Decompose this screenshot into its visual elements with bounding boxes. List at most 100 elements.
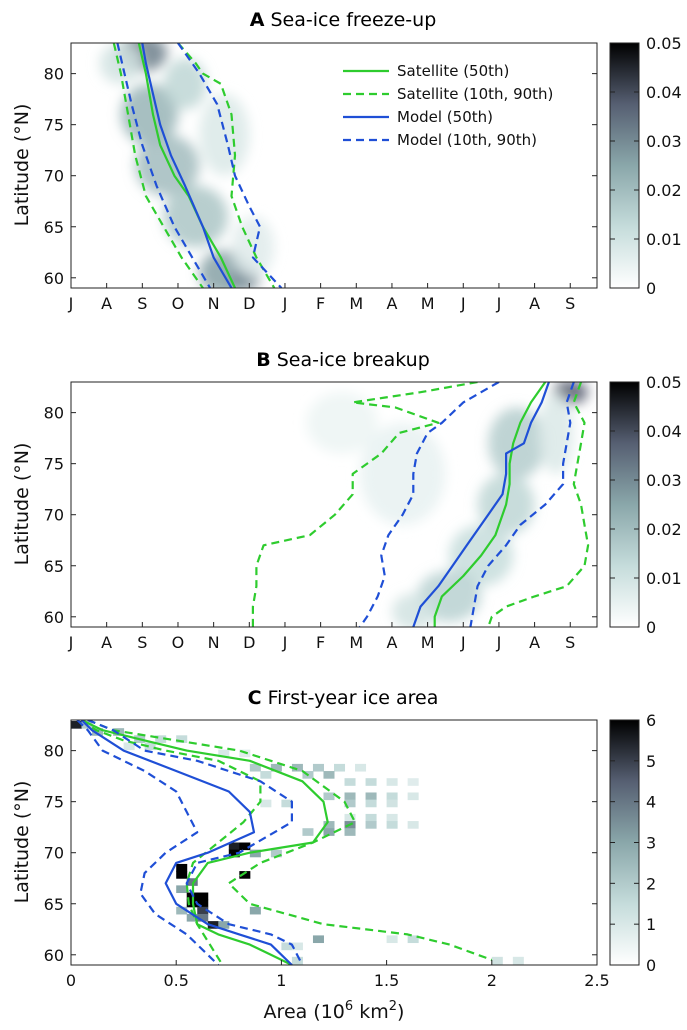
series-line [80, 720, 293, 965]
panel-c-letter: C [248, 687, 262, 709]
legend-label: Satellite (10th, 90th) [397, 85, 553, 103]
density-cell [176, 871, 188, 879]
series-line [112, 43, 204, 288]
series-line [358, 382, 500, 627]
density-cell [71, 721, 83, 729]
density-cell [365, 778, 377, 786]
x-tick-label: J [460, 633, 466, 652]
density-cell [176, 863, 188, 872]
density-cell [365, 821, 377, 829]
x-tick-label: 2 [487, 971, 497, 990]
panel-b-title: B Sea-ice breakup [256, 349, 430, 371]
density-cell [323, 771, 335, 779]
density-cell [491, 956, 503, 965]
colorbar-tick-label: 0 [646, 618, 656, 637]
density-cell [323, 821, 335, 829]
series-line [433, 382, 547, 627]
density-cell [228, 842, 240, 851]
series-line [487, 382, 590, 627]
legend-label: Satellite (50th) [397, 62, 509, 80]
y-tick-label: 65 [44, 895, 64, 914]
density-cell [270, 763, 282, 772]
y-tick-label: 65 [44, 218, 64, 237]
panel-c-title-text: First-year ice area [268, 687, 439, 709]
density-cell [355, 763, 367, 772]
y-tick-label: 75 [44, 793, 64, 812]
x-tick-label: S [137, 294, 147, 313]
x-tick-label: S [565, 633, 575, 652]
y-tick-label: 70 [44, 506, 64, 525]
panel-a-colorbar-ticks: 0 0.01 0.02 0.03 0.04 0.05 [610, 34, 682, 298]
density-cell [323, 792, 335, 801]
x-tick-label: M [349, 294, 363, 313]
x-tick-label: A [529, 294, 540, 313]
x-tick-label: N [208, 633, 220, 652]
panel-c-xlabel: Area (106 km2) [264, 999, 405, 1023]
x-tick-label: A [101, 294, 112, 313]
legend-label: Model (10th, 90th) [397, 131, 537, 149]
density-cell [155, 735, 167, 743]
panel-a-title-text: Sea-ice freeze-up [270, 9, 436, 31]
density-cell [186, 913, 198, 922]
colorbar-tick-label: 3 [646, 834, 656, 853]
density-cell [291, 956, 303, 965]
x-tick-label: 0 [66, 971, 76, 990]
density-cell [334, 763, 346, 772]
xlabel-base: Area (10 [264, 1001, 345, 1023]
panel-a-frame [70, 42, 598, 289]
panel-a-yticks: 60 65 70 75 80 [44, 65, 597, 288]
y-tick-label: 60 [44, 946, 64, 965]
density-layer [99, 43, 275, 288]
series-line [469, 382, 575, 627]
density-cell [344, 792, 356, 801]
x-tick-label: O [172, 633, 185, 652]
density-cell [197, 892, 209, 901]
density-blob [231, 216, 275, 278]
density-cell [407, 792, 419, 801]
series-line [81, 720, 329, 965]
x-tick-label: D [243, 294, 255, 313]
x-tick-label: A [386, 294, 397, 313]
series-line [87, 720, 493, 961]
series-line [80, 720, 262, 965]
density-cell [344, 813, 356, 822]
panel-b-title-text: Sea-ice breakup [277, 349, 430, 371]
y-tick-label: 80 [44, 742, 64, 761]
panel-c-colorbar-ticks: 0 1 2 3 4 5 6 [610, 711, 656, 975]
density-cell [386, 821, 398, 829]
x-tick-label: A [529, 633, 540, 652]
legend: Satellite (50th) Satellite (10th, 90th) Mo… [343, 62, 553, 149]
colorbar-tick-label: 0.05 [646, 373, 682, 392]
y-tick-label: 60 [44, 608, 64, 627]
density-cell [291, 942, 303, 951]
colorbar-tick-label: 6 [646, 711, 656, 730]
density-cell [144, 742, 156, 751]
density-cell [386, 935, 398, 944]
density-blob [163, 58, 207, 110]
x-tick-label: S [565, 294, 575, 313]
density-blob [120, 83, 178, 146]
colorbar-tick-label: 0.01 [646, 569, 682, 588]
density-blob [163, 185, 228, 248]
y-tick-label: 75 [44, 116, 64, 135]
density-cell [239, 871, 251, 879]
y-tick-label: 80 [44, 404, 64, 423]
panel-b-frame [70, 381, 598, 628]
density-blob [99, 43, 143, 84]
colorbar-tick-label: 0.01 [646, 230, 682, 249]
density-cell [176, 885, 188, 894]
y-tick-label: 70 [44, 167, 64, 186]
x-tick-label: 1.5 [374, 971, 399, 990]
density-cell [302, 828, 314, 836]
density-cell [218, 921, 230, 929]
density-cell [228, 849, 240, 858]
density-cell [176, 735, 188, 743]
x-tick-label: J [282, 294, 288, 313]
x-tick-label: J [282, 633, 288, 652]
density-cell [281, 942, 293, 951]
y-tick-label: 60 [44, 269, 64, 288]
density-cell [270, 849, 282, 858]
panel-c-lines [76, 720, 493, 965]
colorbar-tick-label: 0.04 [646, 422, 682, 441]
